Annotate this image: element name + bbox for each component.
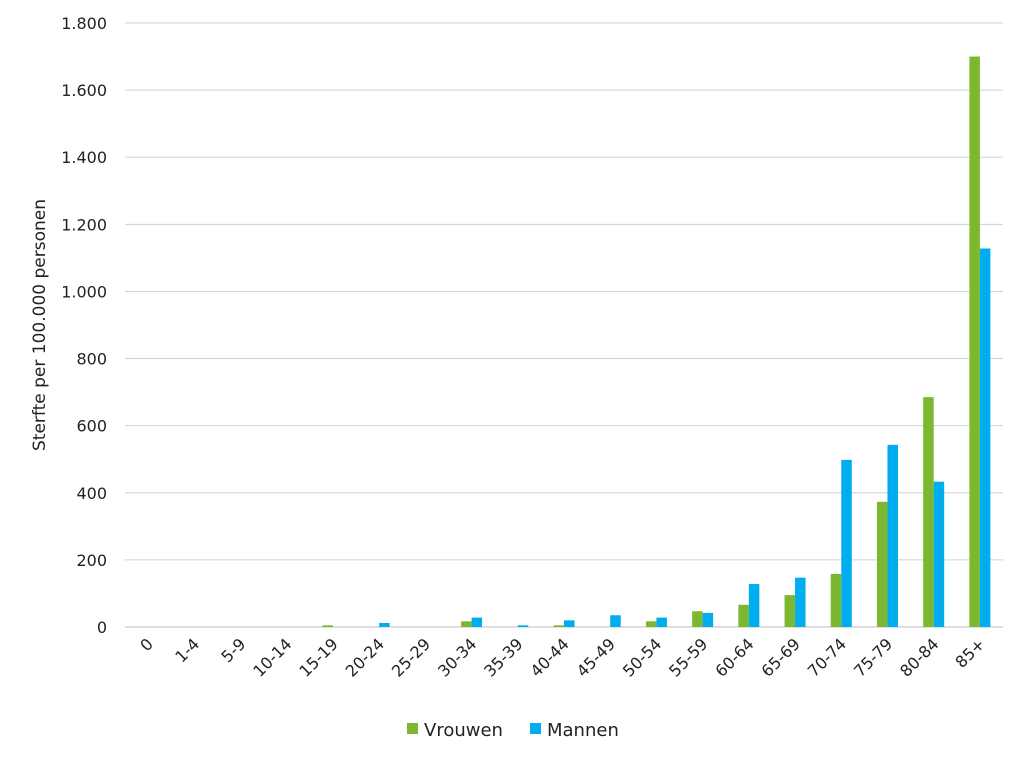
x-tick-label: 80-84: [896, 634, 942, 680]
bar-mannen-75-79: [887, 444, 898, 627]
legend-swatch-mannen: [530, 723, 541, 734]
bar-vrouwen-40-44: [553, 625, 564, 627]
x-tick-label: 85+: [951, 634, 988, 671]
bar-mannen-30-34: [471, 617, 483, 627]
bar-mannen-85+: [979, 248, 991, 627]
y-tick-label: 400: [76, 484, 107, 503]
y-tick-label: 200: [76, 551, 107, 570]
x-tick-label: 25-29: [388, 634, 434, 680]
legend-swatch-vrouwen: [407, 723, 418, 734]
legend-label-mannen: Mannen: [547, 720, 619, 741]
bar-mannen-50-54: [656, 617, 667, 627]
y-tick-label: 600: [76, 417, 107, 436]
bar-vrouwen-60-64: [738, 604, 749, 627]
x-tick-label: 55-59: [665, 634, 711, 680]
y-tick-label: 800: [76, 350, 107, 369]
bar-mannen-60-64: [748, 584, 760, 627]
bar-mannen-65-69: [795, 577, 806, 627]
x-tick-label: 0: [136, 634, 157, 655]
x-tick-label: 20-24: [342, 634, 388, 680]
x-tick-label: 60-64: [711, 634, 757, 680]
x-tick-label: 45-49: [573, 634, 619, 680]
bar-vrouwen-80-84: [923, 397, 934, 627]
y-axis-title: Sterfte per 100.000 personen: [30, 199, 50, 451]
x-tick-label: 5-9: [217, 634, 249, 666]
y-tick-label: 1.400: [61, 148, 107, 167]
bar-mannen-45-49: [610, 615, 621, 627]
bar-vrouwen-50-54: [645, 621, 657, 627]
bars: [322, 56, 991, 628]
y-tick-label: 0: [97, 618, 107, 637]
x-tick-label: 1-4: [171, 634, 203, 666]
x-tick-label: 35-39: [480, 634, 526, 680]
bar-vrouwen-70-74: [830, 573, 842, 627]
bar-mannen-40-44: [564, 620, 575, 627]
gridlines: [125, 22, 1003, 628]
x-tick-label: 40-44: [527, 634, 573, 680]
x-tick-label: 65-69: [758, 634, 804, 680]
bar-vrouwen-65-69: [784, 595, 796, 627]
x-tick-label: 50-54: [619, 634, 665, 680]
y-tick-label: 1.000: [61, 282, 107, 301]
bar-vrouwen-15-19: [322, 625, 333, 627]
bar-mannen-70-74: [841, 459, 852, 627]
bar-mannen-80-84: [933, 481, 945, 627]
x-tick-label: 30-34: [434, 634, 480, 680]
legend-label-vrouwen: Vrouwen: [424, 720, 503, 741]
bar-mannen-35-39: [517, 625, 529, 627]
legend: Vrouwen Mannen: [407, 720, 619, 741]
bar-vrouwen-55-59: [692, 611, 703, 627]
bar-vrouwen-30-34: [461, 621, 472, 627]
x-axis: 0 1-4 5-9 10-14 15-19 20-24 25-29 30-34 35-39 40-…: [136, 634, 988, 680]
y-tick-label: 1.800: [61, 14, 107, 33]
bar-mannen-55-59: [702, 612, 714, 627]
bar-mannen-20-24: [379, 622, 390, 627]
bar-vrouwen-85+: [969, 56, 980, 628]
x-tick-label: 15-19: [295, 634, 341, 680]
bar-vrouwen-75-79: [876, 501, 888, 627]
x-tick-label: 10-14: [249, 634, 295, 680]
y-tick-label: 1.600: [61, 81, 107, 100]
x-tick-label: 70-74: [804, 634, 850, 680]
y-axis: 0 200 400 600 800 1.000 1.200 1.400 1.600 1.800: [61, 14, 107, 637]
y-tick-label: 1.200: [61, 215, 107, 234]
x-tick-label: 75-79: [850, 634, 896, 680]
